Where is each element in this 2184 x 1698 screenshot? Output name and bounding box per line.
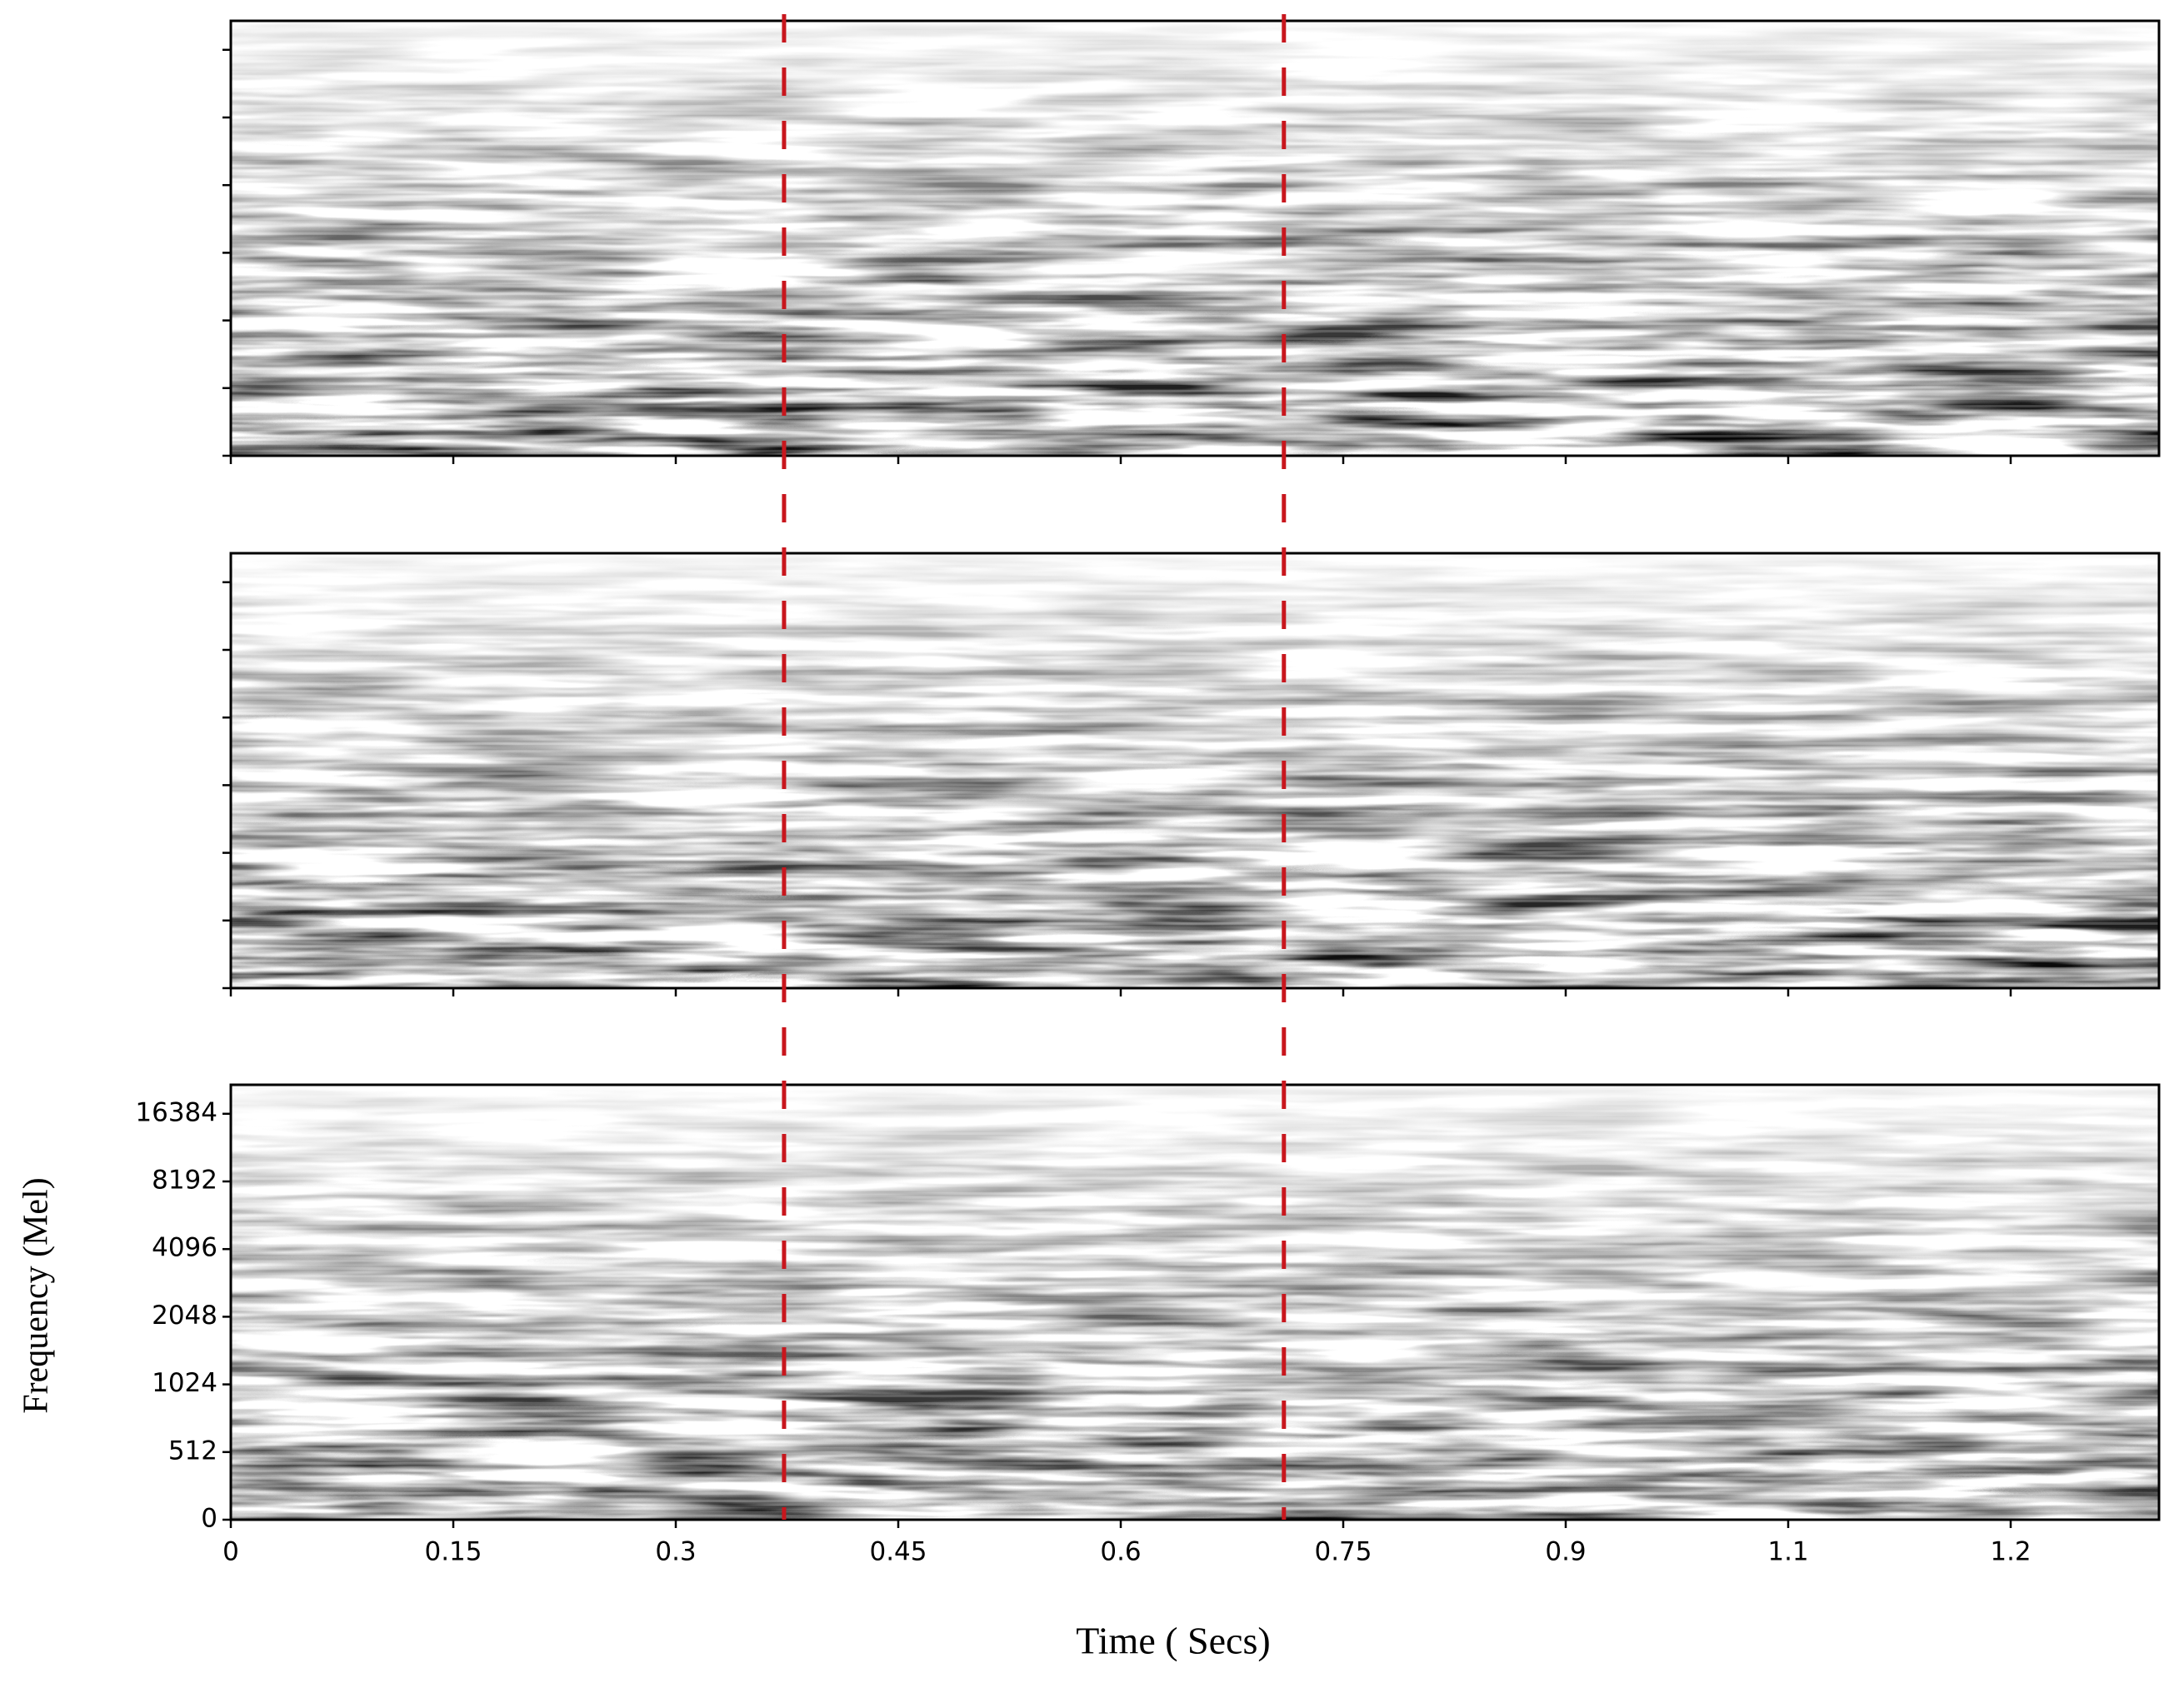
panels: 0 0.15 0.3 0.45 0.6 0.75 0.9 1.1 1.2 0 512 1024 2048… — [135, 14, 2161, 1567]
spectrogram-stripes — [231, 553, 2159, 988]
x-tick-label: 0.9 — [1545, 1537, 1586, 1567]
y-tick-label: 0 — [201, 1504, 217, 1534]
x-tick-label: 0.75 — [1314, 1537, 1372, 1567]
y-tick-label: 16384 — [135, 1097, 217, 1127]
panel — [222, 19, 2161, 464]
panel-frame — [229, 552, 2161, 990]
y-tick-label: 1024 — [152, 1368, 217, 1398]
spectrogram-stripes — [231, 1085, 2159, 1520]
panel — [222, 552, 2161, 996]
x-tick-label: 0.6 — [1100, 1537, 1141, 1567]
x-axis-label: Time ( Secs) — [1076, 1620, 1270, 1662]
panel-frame — [229, 1083, 2161, 1521]
y-tick-label: 8192 — [152, 1165, 217, 1195]
x-tick-label: 1.1 — [1767, 1537, 1808, 1567]
x-tick-label: 0.45 — [869, 1537, 927, 1567]
panel-frame — [229, 19, 2161, 457]
x-tick-label: 0.3 — [655, 1537, 696, 1567]
x-tick-label: 0 — [222, 1537, 239, 1567]
y-tick-label: 2048 — [152, 1301, 217, 1331]
y-axis-label: Frequency (Mel) — [17, 1177, 56, 1413]
panel: 0 0.15 0.3 0.45 0.6 0.75 0.9 1.1 1.2 0 512 1024 2048… — [135, 1083, 2161, 1567]
spectrogram-stripes — [231, 21, 2159, 456]
x-tick-label: 0.15 — [424, 1537, 482, 1567]
y-tick-label: 4096 — [152, 1233, 217, 1263]
x-tick-label: 1.2 — [1990, 1537, 2031, 1567]
y-tick-label: 512 — [168, 1436, 217, 1466]
